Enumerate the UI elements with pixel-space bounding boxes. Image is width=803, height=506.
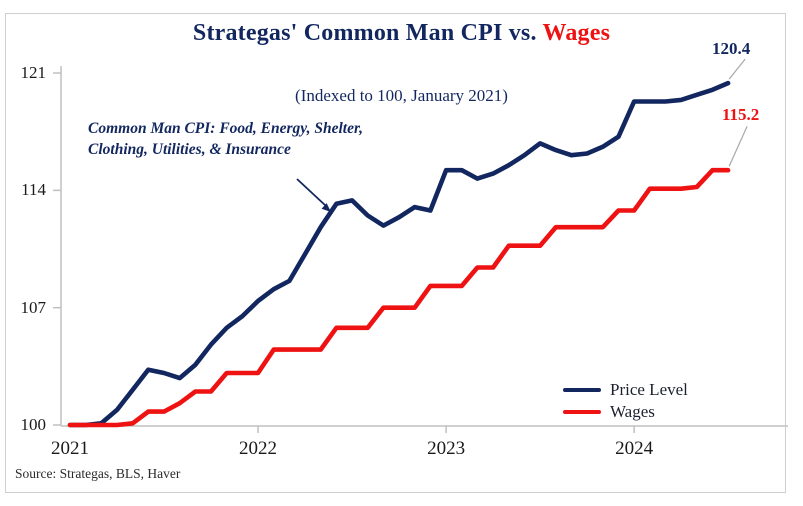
callout-leader-lines [728,58,748,167]
chart-title: Strategas' Common Man CPI vs. Wages [0,20,803,47]
wages-line-swatch [563,409,601,415]
x-tick-2024: 2024 [615,438,654,459]
chart-title-highlight: Wages [542,20,611,46]
y-tick-100: 100 [20,415,47,434]
annotation-arrow [296,178,331,212]
annotation-line-2: Clothing, Utilities, & Insurance [88,141,291,158]
legend-row-price-level: Price Level [563,379,688,401]
figure-border [5,13,786,493]
cpi-definition-annotation: Common Man CPI: Food, Energy, Shelter, C… [88,118,363,160]
legend: Price Level Wages [563,379,688,423]
legend-label-wages: Wages [610,402,655,421]
axes [53,66,788,433]
chart-title-main: Strategas' Common Man CPI vs. [192,20,543,46]
y-tick-121: 121 [20,63,47,83]
x-tick-2022: 2022 [239,438,278,459]
x-tick-2021: 2021 [51,438,89,459]
price-level-end-value: 120.4 [712,39,751,58]
wages-end-value: 115.2 [722,105,760,124]
series-lines [67,80,731,428]
source-note: Source: Strategas, BLS, Haver [15,466,181,481]
legend-row-wages: Wages [563,401,688,423]
y-tick-107: 107 [20,297,47,317]
chart-subtitle: (Indexed to 100, January 2021) [295,86,508,105]
price-level-line-swatch [563,387,601,393]
legend-label-price-level: Price Level [610,380,688,399]
y-tick-114: 114 [21,180,46,200]
x-tick-2023: 2023 [427,438,466,459]
annotation-line-1: Common Man CPI: Food, Energy, Shelter, [88,120,364,137]
